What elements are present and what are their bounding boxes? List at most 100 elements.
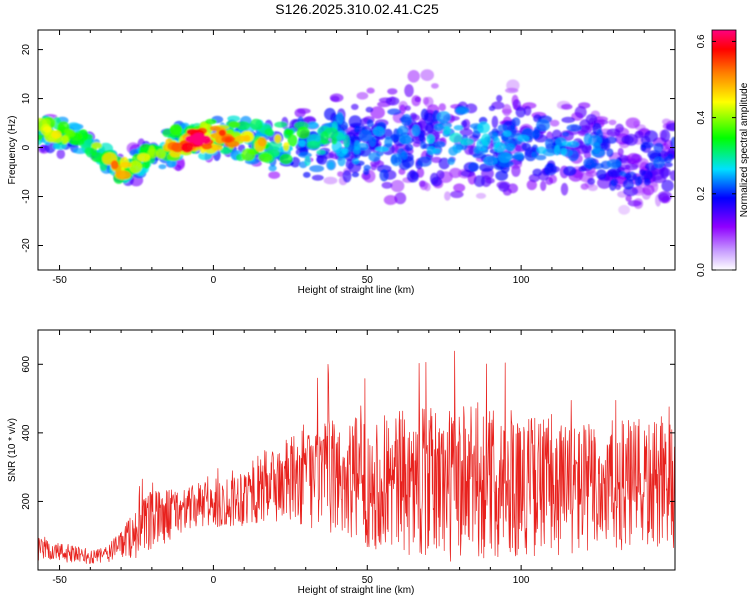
spectrogram-cell [560, 147, 568, 155]
spectrogram-cell [417, 156, 432, 167]
spectrogram-cell [365, 106, 374, 113]
spectrogram-cell [574, 106, 587, 119]
y-tick-label: 0 [21, 144, 32, 150]
spectrogram-cell [337, 155, 346, 167]
y-tick-label: 10 [21, 93, 32, 105]
spectrogram-cell [660, 129, 671, 143]
spectrogram-cell [61, 135, 69, 145]
spectrogram-cell [316, 154, 328, 165]
spectrogram-cell [209, 125, 221, 132]
spectrogram-cell [348, 115, 362, 129]
colorbar-tick-label: 0.0 [696, 263, 707, 277]
spectrogram-cell [379, 169, 389, 182]
snr-ticks [38, 330, 676, 570]
spectrogram-cell [657, 191, 673, 202]
spectrogram-cell [137, 153, 151, 162]
spectrogram-cell [544, 163, 557, 176]
spectrogram-cell [398, 160, 411, 171]
y-tick-label: 600 [21, 356, 32, 373]
spectrogram-cell [411, 124, 421, 137]
spectrogram-cell [274, 134, 282, 144]
spectrogram-cell [341, 148, 349, 154]
spectrogram-cell [224, 137, 233, 143]
spectrogram-cell [449, 132, 463, 143]
spectrogram-cell [605, 136, 618, 144]
x-tick-label: 100 [513, 275, 530, 286]
spectrogram-cell [531, 151, 538, 158]
spectrogram-cell [426, 134, 435, 144]
spectrogram-cell [438, 103, 446, 112]
spectrogram-cell [450, 190, 464, 199]
spectrogram-frame [37, 29, 676, 271]
spectrogram-cell [64, 128, 74, 134]
spectrogram-cell [363, 164, 371, 171]
x-tick-label: 50 [362, 275, 374, 286]
spectrogram-cell [634, 176, 642, 187]
spectrogram-cell [43, 126, 52, 133]
spectrogram-cell [479, 163, 494, 172]
spectrogram-cell [327, 161, 335, 170]
spectrogram-cell [336, 112, 344, 125]
colorbar-label: Normalized spectral amplitude [739, 82, 750, 217]
spectrogram-cell [294, 108, 306, 118]
colorbar-tick-label: 0.6 [696, 34, 707, 48]
spectrogram-panel: -50 0 50 100 -20 -10 0 10 20 Height of straight… [7, 29, 750, 296]
spectrogram-cell [220, 147, 232, 155]
spectrogram-cell [366, 119, 374, 128]
snr-y-axis-label: SNR (10 * v/v) [7, 418, 18, 482]
spectrogram-cell [148, 145, 155, 157]
spectrogram-cell [404, 143, 414, 152]
spectrogram-cell [554, 145, 561, 156]
spectrogram-cell [497, 124, 508, 132]
x-tick-label: 100 [513, 575, 530, 586]
spectrogram-cell [630, 153, 643, 164]
spectrogram-cell [532, 168, 543, 177]
spectrogram-cell [385, 96, 400, 106]
spectrogram-cell [330, 95, 340, 102]
spectrogram-cell [324, 107, 336, 121]
spectrogram-cell [39, 144, 47, 153]
spectrogram-cell [515, 106, 526, 118]
spectrogram-cell [453, 183, 466, 193]
spectrogram-y-axis-label: Frequency (Hz) [7, 116, 18, 185]
spectrogram-cell [585, 114, 598, 125]
spectrogram-cell [561, 141, 572, 147]
spectrogram-cell [431, 176, 442, 187]
spectrogram-cell [607, 167, 623, 178]
colorbar-tick-label: 0.2 [696, 186, 707, 200]
spectrogram-cell [562, 131, 570, 137]
x-tick-label: 50 [362, 575, 374, 586]
spectrogram-cell [511, 117, 521, 127]
spectrogram-cell [227, 115, 241, 122]
spectrogram-cell [303, 171, 311, 178]
spectrogram-cell [351, 103, 359, 110]
y-tick-label: -10 [21, 189, 32, 204]
spectrogram-cell [665, 122, 675, 132]
spectrogram-cell [56, 149, 66, 160]
spectrogram-cell [505, 87, 519, 94]
spectrogram-cell [615, 184, 622, 191]
spectrogram-cell [608, 119, 617, 126]
spectrogram-cell [400, 150, 408, 160]
spectrogram-cell [352, 158, 360, 165]
spectrogram-x-tick-labels: -50 0 50 100 [52, 275, 530, 286]
y-tick-label: 20 [21, 44, 32, 56]
spectrogram-cell [383, 195, 398, 205]
spectrogram-cell [406, 170, 419, 183]
spectrogram-cell [387, 108, 402, 116]
spectrogram-cell [129, 160, 143, 174]
colorbar-ticks: 0.0 0.2 0.4 0.6 [696, 34, 736, 277]
spectrogram-cell [438, 157, 450, 170]
spectrogram-cell [670, 136, 675, 150]
spectrogram-cell [434, 123, 444, 132]
spectrogram-cell [384, 136, 393, 148]
spectrogram-cell [274, 121, 288, 128]
spectrogram-cell [354, 126, 366, 132]
spectrogram-cell [453, 125, 464, 131]
spectrogram-cell [461, 120, 468, 128]
colorbar-tick-label: 0.4 [696, 110, 707, 124]
spectrogram-cell [198, 151, 212, 161]
spectrogram-cell [404, 105, 411, 111]
spectrogram-cell [210, 144, 223, 151]
